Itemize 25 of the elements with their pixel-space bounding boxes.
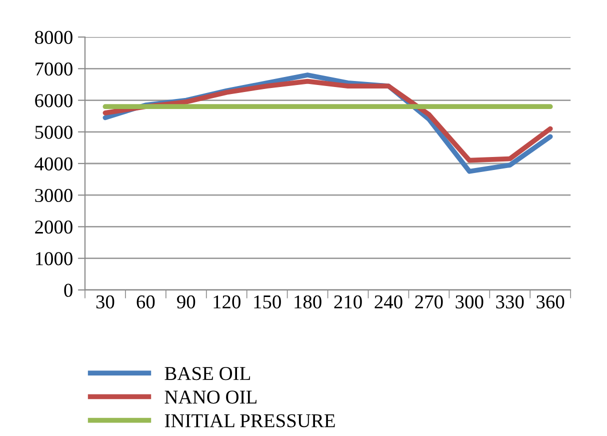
y-tick-label: 1000 xyxy=(36,252,72,266)
legend-label: BASE OIL xyxy=(164,367,250,380)
y-tick-label: 4000 xyxy=(34,157,72,170)
x-tick-label: 60 xyxy=(136,295,155,308)
x-tick-label: 30 xyxy=(96,295,114,308)
y-tick-label: 6000 xyxy=(35,94,72,108)
legend-label: INITIAL PRESSURE xyxy=(164,414,335,428)
legend-label: NANO OIL xyxy=(164,390,256,404)
y-tick-label: 2000 xyxy=(35,220,72,234)
x-tick-label: 270 xyxy=(415,295,443,308)
y-tick-label: 3000 xyxy=(35,188,72,202)
x-tick-label: 120 xyxy=(214,295,240,308)
y-tick-label: 7000 xyxy=(36,62,72,76)
line-series xyxy=(102,78,553,163)
x-tick-label: 210 xyxy=(334,295,362,308)
x-tick-label: 150 xyxy=(254,295,281,308)
x-tick-label: 180 xyxy=(294,295,322,308)
x-tick-label: 90 xyxy=(177,295,196,308)
y-tick-label: 5000 xyxy=(35,126,72,139)
y-tick-label: 0 xyxy=(64,284,72,297)
x-tick-label: 360 xyxy=(536,295,564,308)
y-tick-label: 8000 xyxy=(35,30,72,44)
x-tick-label: 300 xyxy=(456,295,484,308)
x-tick-label: 330 xyxy=(496,295,524,308)
x-tick-label: 240 xyxy=(374,295,402,308)
